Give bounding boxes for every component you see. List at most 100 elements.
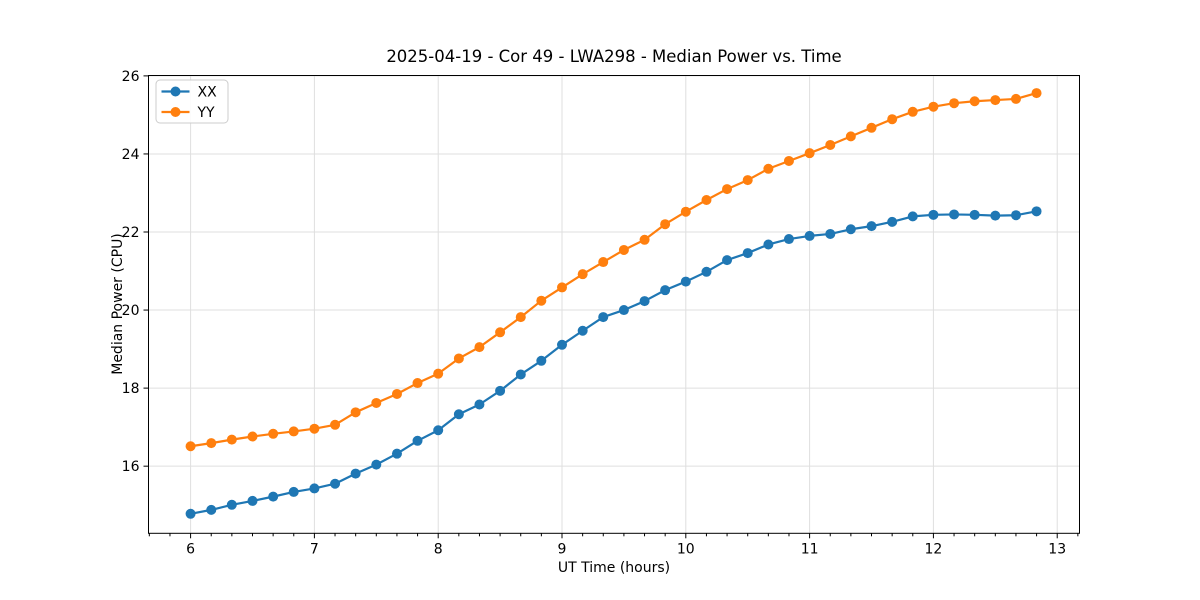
data-point-xx [660,285,671,296]
x-tick-label: 8 [434,541,443,557]
series-line-yy [190,92,1037,448]
legend: XX YY [155,79,229,124]
data-point-xx [495,385,506,396]
x-tick-label: 12 [924,541,942,557]
data-point-yy [557,282,568,293]
data-point-xx [598,312,609,323]
x-axis-label: UT Time (hours) [558,560,670,576]
data-point-xx [907,211,918,222]
data-point-yy [268,428,279,439]
data-point-xx [577,325,588,336]
data-point-xx [433,425,444,436]
data-point-yy [639,234,650,245]
data-point-xx [309,483,320,494]
data-point-yy [226,434,237,445]
data-point-yy [783,155,794,166]
data-point-xx [990,210,1001,221]
x-tick-label: 9 [558,541,567,557]
data-point-yy [742,175,753,186]
legend-label-yy: YY [197,105,216,121]
data-point-xx [701,266,712,277]
data-point-yy [618,244,629,255]
data-point-yy [206,438,217,449]
data-point-xx [330,478,341,489]
data-point-xx [949,209,960,220]
x-tick-label: 6 [186,541,195,557]
data-point-yy [515,312,526,323]
data-point-xx [1010,210,1021,221]
data-point-xx [226,499,237,510]
gridlines [148,75,1080,534]
data-point-xx [247,495,258,506]
data-point-yy [412,378,423,389]
data-series [185,88,1042,519]
data-point-xx [185,508,196,519]
data-point-xx [515,369,526,380]
data-point-yy [288,426,299,437]
data-point-yy [701,194,712,205]
data-point-yy [350,407,361,418]
data-point-xx [391,448,402,459]
x-tick-label: 7 [310,541,319,557]
data-point-xx [412,435,423,446]
data-point-xx [618,305,629,316]
data-point-yy [330,419,341,430]
data-point-xx [680,276,691,287]
data-point-yy [247,431,258,442]
data-point-xx [928,209,939,220]
data-point-xx [845,224,856,235]
legend-marker-sample [170,86,181,97]
y-tick-label: 22 [122,225,140,241]
y-axis-label: Median Power (CPU) [110,233,126,375]
data-point-xx [866,221,877,232]
data-point-yy [969,96,980,107]
data-point-yy [309,423,320,434]
data-point-yy [495,327,506,338]
data-point-yy [391,388,402,399]
data-point-yy [185,441,196,452]
legend-label-xx: XX [198,85,218,101]
data-point-yy [928,101,939,112]
data-point-xx [288,486,299,497]
data-point-yy [907,106,918,117]
data-point-xx [639,296,650,307]
data-point-xx [268,491,279,502]
data-point-yy [845,131,856,142]
data-point-xx [557,339,568,350]
data-point-yy [1031,88,1042,99]
data-point-xx [722,255,733,266]
y-tick-label: 20 [122,303,140,319]
data-point-xx [742,248,753,259]
plot-area-spines [148,75,1080,534]
data-point-yy [453,353,464,364]
data-point-yy [949,98,960,109]
data-point-yy [433,368,444,379]
x-tick-label: 11 [801,541,819,557]
y-tick-label: 26 [122,69,140,85]
y-tick-label: 24 [122,147,140,163]
data-point-xx [763,239,774,250]
data-point-xx [206,504,217,515]
legend-marker-sample [170,107,181,117]
data-point-xx [1031,206,1042,217]
data-point-yy [763,163,774,174]
data-point-yy [598,257,609,268]
data-point-xx [536,355,547,366]
data-point-xx [969,209,980,220]
data-point-yy [371,397,382,408]
data-point-yy [474,342,485,353]
data-point-yy [825,139,836,150]
data-point-yy [660,219,671,230]
data-point-yy [887,114,898,125]
x-tick-label: 13 [1048,541,1066,557]
data-point-yy [1010,93,1021,104]
data-point-xx [453,409,464,420]
data-point-xx [350,468,361,479]
data-point-xx [371,459,382,470]
data-point-yy [990,95,1001,106]
data-point-xx [474,399,485,410]
data-point-yy [680,206,691,217]
data-point-xx [887,216,898,227]
data-point-yy [804,148,815,159]
